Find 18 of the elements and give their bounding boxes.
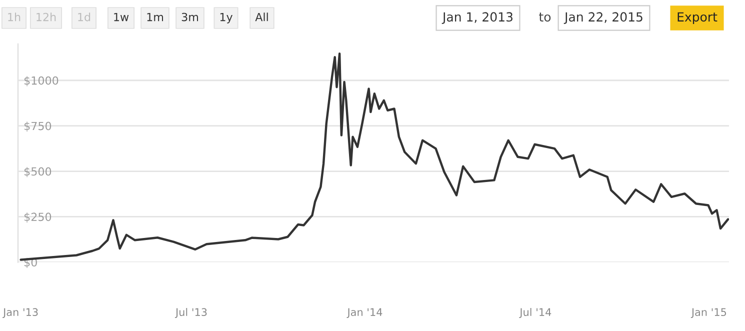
y-tick-label: $1000 [24, 76, 58, 86]
x-tick-label: Jan '13 [2, 308, 38, 318]
text: 1y [220, 12, 232, 24]
y-tick-label: $250 [24, 212, 52, 223]
text: to [539, 12, 551, 22]
text: 1m [147, 12, 164, 22]
x-tick-label: Jul '13 [174, 308, 207, 318]
x-tick-label: Jan '14 [346, 308, 382, 318]
text: Jan 1, 2013 [442, 12, 512, 24]
x-tick-label: Jan '15 [690, 308, 726, 318]
y-tick-label: $500 [24, 167, 52, 178]
y-tick-label: $750 [24, 122, 52, 132]
text: Jan 22, 2015 [564, 12, 642, 24]
text: 1w [114, 12, 129, 22]
x-tick-label: Jul '14 [519, 308, 552, 318]
text: Export [678, 12, 718, 24]
text: All [255, 12, 268, 22]
text: 3m [182, 12, 198, 22]
